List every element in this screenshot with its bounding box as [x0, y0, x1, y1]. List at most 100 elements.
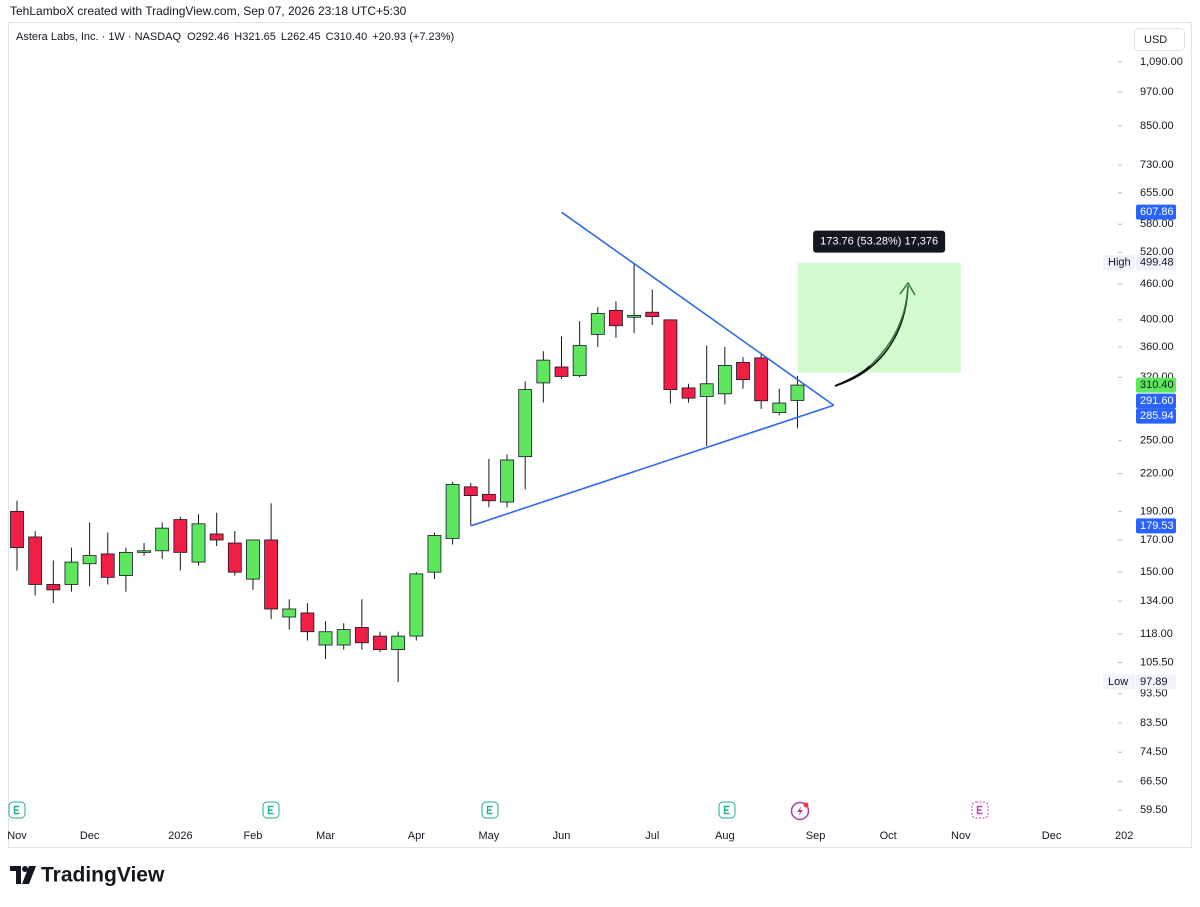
earnings-icon[interactable] [718, 801, 736, 819]
candle-body [681, 387, 696, 399]
candle-body [790, 384, 805, 401]
plot [10, 211, 961, 682]
earnings-icon[interactable] [262, 801, 280, 819]
y-tick-label: 400.00 [1140, 314, 1174, 326]
projection-arrow-end [869, 285, 909, 367]
price-tag [1136, 518, 1176, 534]
candle-body [645, 311, 660, 318]
price-tag-label: 291.60 [1140, 395, 1174, 407]
candle-body [736, 361, 750, 381]
y-tick-label: 170.00 [1140, 534, 1174, 546]
y-tick-label: 850.00 [1140, 120, 1174, 132]
candle-body [481, 493, 496, 502]
candle-body [10, 510, 24, 549]
candle-body [264, 539, 279, 610]
candle-body [246, 539, 260, 580]
price-tag [1136, 674, 1176, 690]
candle-body [336, 629, 351, 646]
arrow-head [899, 281, 916, 296]
candle-body [699, 383, 714, 397]
price-tag [1136, 204, 1176, 220]
x-tick-label: Nov [951, 830, 971, 842]
price-tag-label: 310.40 [1140, 379, 1174, 391]
candle-body [590, 313, 605, 335]
y-tick-label: 83.50 [1140, 717, 1168, 729]
candle-body [609, 309, 623, 327]
candle-body [119, 551, 133, 577]
x-tick-label: Dec [1042, 830, 1062, 842]
candle-body [46, 584, 61, 591]
price-tag-name-bg [1103, 255, 1135, 271]
y-tick-label: 134.00 [1140, 595, 1174, 607]
x-tick-label: Oct [880, 830, 897, 842]
brand-logo [10, 866, 36, 884]
candle-body [445, 483, 460, 539]
y-tick-label: 580.00 [1140, 218, 1174, 230]
candle-body [155, 527, 170, 552]
candle-body [463, 486, 478, 496]
candle-body [391, 635, 406, 651]
candle-body [282, 608, 297, 618]
candle-body [300, 612, 315, 633]
y-tick-label: 655.00 [1140, 187, 1174, 199]
candle-body [64, 561, 79, 585]
x-tick-label: 2026 [168, 830, 192, 842]
price-tag [1136, 377, 1176, 393]
candle-body [717, 365, 732, 395]
earnings-icon[interactable] [8, 801, 26, 819]
candle-body [536, 359, 551, 384]
x-tick-label: Jun [553, 830, 571, 842]
candle-body [500, 459, 514, 503]
measure-label: 173.76 (53.28%) 17,376 [820, 236, 938, 248]
price-tag-label: 285.94 [1140, 410, 1174, 422]
ohlc-value: C310.40 [326, 31, 368, 43]
y-tick-label: 150.00 [1140, 566, 1174, 578]
price-tag [1136, 255, 1176, 271]
ohlc-value: L262.45 [281, 31, 321, 43]
event-icon[interactable] [790, 801, 810, 821]
currency-label[interactable]: USD [1144, 34, 1167, 46]
price-tag-label: 97.89 [1140, 676, 1168, 688]
x-tick-label: Aug [715, 830, 735, 842]
candle-body [409, 573, 424, 637]
candle-body [427, 535, 442, 573]
price-tag-label: 499.48 [1140, 257, 1174, 269]
trendline [561, 211, 835, 406]
y-tick-label: 105.50 [1140, 657, 1174, 669]
future-earnings-icon[interactable] [971, 801, 989, 819]
currency-button[interactable] [1134, 28, 1185, 51]
earnings-icon[interactable] [481, 801, 499, 819]
projection-arrow-start [834, 365, 871, 387]
candle-body [100, 553, 115, 578]
candle-body [627, 314, 641, 318]
price-tag-name: High [1108, 257, 1131, 269]
candle-body [28, 536, 43, 585]
price-tag-label: 179.53 [1140, 520, 1174, 532]
symbol-title: Astera Labs, Inc. · 1W · NASDAQ [16, 31, 181, 43]
candle-body [373, 635, 387, 651]
candle-body [209, 533, 224, 541]
y-tick-label: 190.00 [1140, 505, 1174, 517]
x-tick-label: Jul [645, 830, 659, 842]
brand-name: TradingView [41, 864, 165, 887]
price-tag-label: 607.86 [1140, 206, 1174, 218]
x-tick-label: 202 [1115, 830, 1133, 842]
candle-body [227, 542, 242, 573]
candle-body [518, 389, 533, 458]
x-tick-label: May [479, 830, 500, 842]
candle-body [772, 402, 787, 413]
price-tag-name: Low [1108, 676, 1128, 688]
candle-body [318, 631, 333, 646]
price-tag [1136, 393, 1176, 409]
x-tick-label: Apr [408, 830, 425, 842]
x-tick-label: Sep [806, 830, 826, 842]
candle-body [354, 627, 369, 644]
price-tag-name-bg [1103, 674, 1135, 690]
y-tick-label: 74.50 [1140, 746, 1168, 758]
ohlc-value: +20.93 (+7.23%) [372, 31, 454, 43]
candle-body [572, 345, 587, 377]
y-tick-label: 250.00 [1140, 435, 1174, 447]
price-tag [1136, 408, 1176, 424]
candle-body [754, 357, 769, 402]
